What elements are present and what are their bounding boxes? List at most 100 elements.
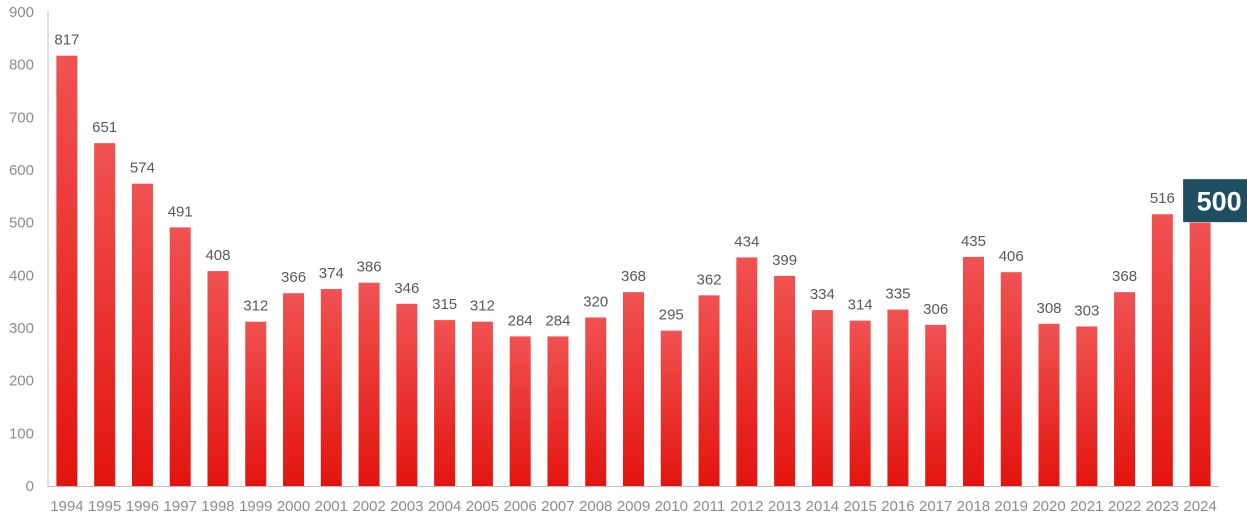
data-label: 406: [999, 248, 1024, 265]
bar: [1114, 292, 1136, 486]
bar: [774, 275, 796, 486]
highlight-callout: 500: [1183, 179, 1247, 223]
bar: [434, 320, 456, 486]
x-tick-label: 2011: [693, 498, 725, 515]
data-label: 295: [659, 307, 684, 324]
data-label: 399: [772, 252, 797, 269]
data-label: 516: [1150, 190, 1175, 207]
x-tick-label: 2002: [352, 498, 385, 515]
data-label: 306: [923, 301, 948, 318]
data-label: 386: [357, 259, 382, 276]
data-label: 651: [92, 119, 117, 136]
bar: [396, 303, 418, 486]
bar: [1000, 272, 1022, 486]
y-tick-label: 300: [9, 320, 34, 337]
x-tick-label: 1994: [50, 498, 83, 515]
data-label: 335: [885, 286, 910, 303]
x-tick-label: 2012: [730, 498, 763, 515]
x-tick-label: 2001: [315, 498, 348, 515]
bar: [1076, 326, 1098, 486]
y-tick-label: 700: [9, 109, 34, 126]
x-axis: 1994 1995 1996 1997 1998 1999 2000 2001 2002 2003…: [48, 486, 1219, 515]
y-axis: 0 100 200 300 400 500 600 700 800 900: [9, 4, 49, 495]
data-label: 303: [1074, 302, 1099, 319]
x-tick-label: 2007: [541, 498, 574, 515]
y-tick-label: 0: [26, 478, 34, 495]
x-tick-label: 2017: [919, 498, 952, 515]
data-label: 368: [621, 268, 646, 285]
data-label: 308: [1037, 300, 1062, 317]
x-tick-label: 2023: [1146, 498, 1179, 515]
value-labels: 817 651 574 491 408 312 366 374 386 346 315 312 284 2…: [54, 32, 1174, 330]
bar: [660, 330, 682, 486]
x-tick-label: 2014: [806, 498, 839, 515]
x-tick-label: 1998: [201, 498, 234, 515]
x-tick-label: 2019: [995, 498, 1028, 515]
x-tick-label: 1996: [126, 498, 159, 515]
bar: [320, 289, 342, 486]
bar: [94, 143, 116, 486]
bar: [245, 321, 267, 486]
bar: [849, 320, 871, 486]
y-tick-label: 800: [9, 57, 34, 74]
x-tick-label: 2010: [655, 498, 688, 515]
highlight-badge: [1183, 179, 1247, 223]
data-label: 284: [508, 312, 533, 329]
y-tick-label: 200: [9, 373, 34, 390]
data-label: 817: [54, 32, 79, 49]
bars: [56, 55, 1211, 487]
bar: [207, 271, 229, 486]
data-label: 312: [243, 298, 268, 315]
bar: [736, 257, 758, 486]
x-tick-label: 2020: [1032, 498, 1065, 515]
bar: [623, 292, 644, 486]
bar: [56, 55, 78, 487]
bar: [585, 317, 607, 486]
x-tick-label: 2008: [579, 498, 612, 515]
data-label: 435: [961, 233, 986, 250]
bar: [925, 324, 947, 486]
x-tick-label: 2015: [843, 498, 876, 515]
x-tick-label: 2013: [768, 498, 801, 515]
bar: [547, 336, 569, 486]
data-label: 408: [205, 247, 230, 264]
data-label: 491: [168, 203, 193, 220]
bar: [811, 310, 833, 486]
bar: [131, 183, 153, 486]
data-label: 320: [583, 293, 608, 310]
x-tick-label: 1997: [164, 498, 197, 515]
x-tick-label: 2016: [881, 498, 914, 515]
y-tick-label: 900: [9, 4, 34, 21]
bar: [962, 256, 984, 486]
x-tick-label: 2022: [1108, 498, 1141, 515]
y-tick-label: 600: [9, 162, 34, 179]
bar: [169, 227, 191, 486]
bar: [1151, 214, 1173, 487]
bar: [283, 293, 305, 486]
y-tick-label: 400: [9, 267, 34, 284]
data-label: 346: [394, 280, 419, 297]
bar: [1038, 323, 1060, 486]
x-tick-label: 1999: [239, 498, 272, 515]
data-label: 366: [281, 269, 306, 286]
data-label: 312: [470, 298, 495, 315]
x-tick-label: 2004: [428, 498, 461, 515]
bar: [698, 295, 720, 486]
x-tick-label: 2021: [1070, 498, 1103, 515]
y-tick-label: 500: [9, 215, 34, 232]
bar: [887, 309, 909, 486]
data-label: 314: [848, 297, 873, 314]
data-label: 284: [545, 312, 570, 329]
x-tick-label: 2000: [277, 498, 310, 515]
bar: [1189, 222, 1211, 486]
data-label: 315: [432, 296, 457, 313]
x-tick-label: 2018: [957, 498, 990, 515]
x-tick-label: 1995: [88, 498, 121, 515]
x-tick-label: 2003: [390, 498, 423, 515]
x-tick-label: 2006: [503, 498, 536, 515]
bar: [358, 282, 380, 486]
x-tick-label: 2005: [466, 498, 499, 515]
x-tick-label: 2024: [1183, 498, 1216, 515]
highlight-value: 500: [1197, 187, 1242, 217]
